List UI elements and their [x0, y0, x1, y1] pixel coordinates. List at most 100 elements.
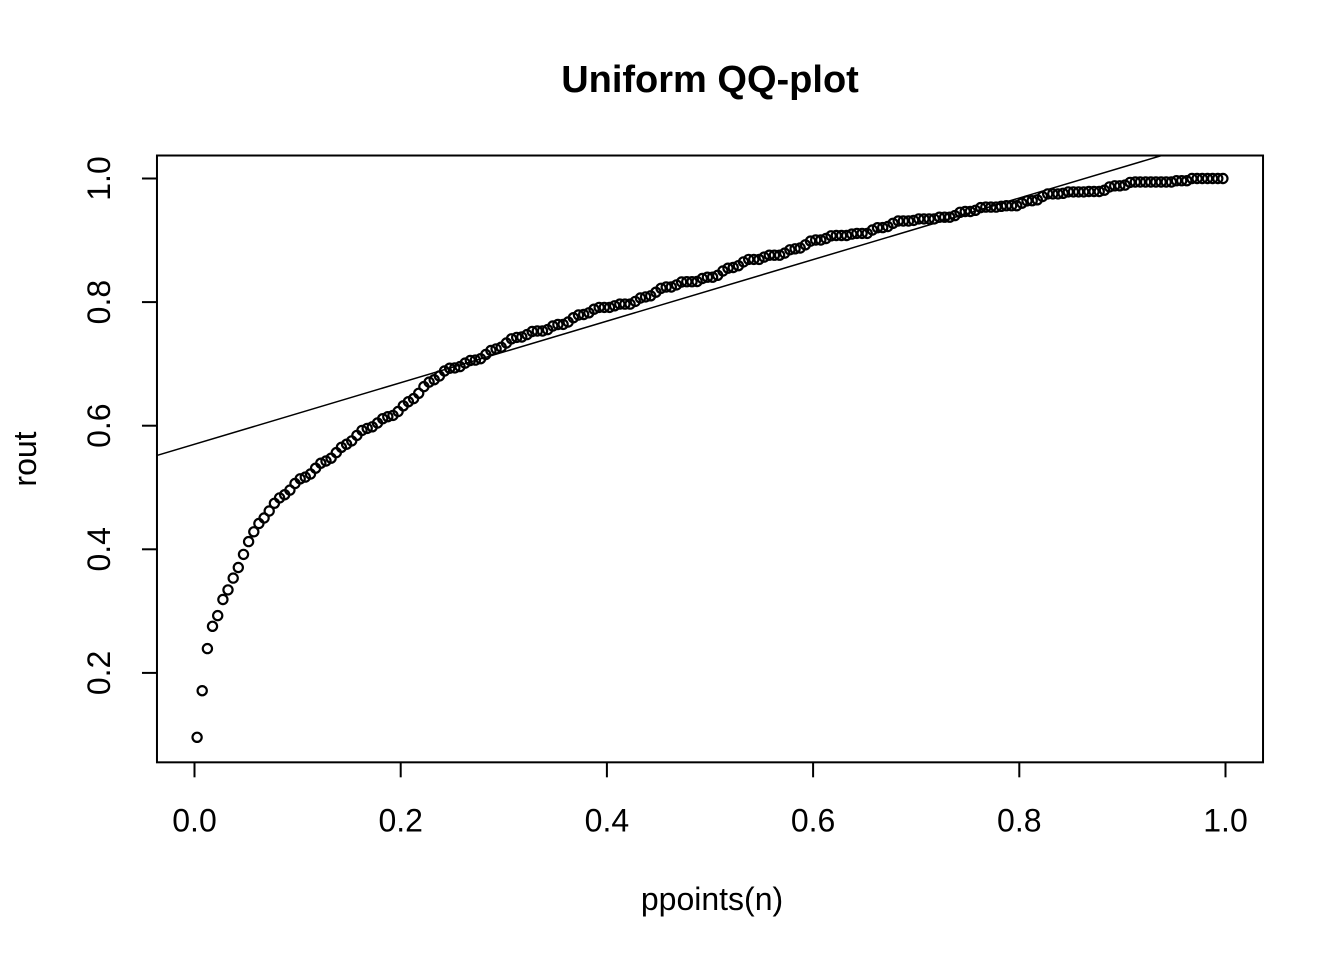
data-point	[1175, 174, 1188, 187]
data-point	[1041, 188, 1054, 200]
data-point	[315, 457, 327, 469]
x-tick-label: 1.0	[1203, 802, 1247, 838]
data-point	[660, 281, 672, 293]
data-point	[701, 271, 714, 283]
y-tick-label: 0.8	[81, 280, 117, 324]
data-point	[588, 303, 600, 315]
data-point	[985, 201, 997, 213]
data-point	[464, 354, 476, 367]
data-point	[1124, 176, 1136, 189]
data-point	[1093, 185, 1105, 198]
data-point	[1026, 194, 1038, 207]
data-point	[1186, 172, 1198, 185]
data-point	[222, 584, 234, 596]
data-point	[217, 593, 229, 606]
data-point	[578, 308, 590, 321]
data-point	[1047, 188, 1059, 200]
data-point	[1052, 188, 1064, 200]
data-point	[237, 548, 250, 561]
data-point	[789, 243, 801, 255]
data-point	[444, 362, 456, 374]
data-point	[907, 214, 920, 227]
data-point	[1134, 176, 1147, 188]
data-point	[835, 229, 848, 242]
chart-title: Uniform QQ-plot	[561, 59, 859, 101]
data-point	[196, 685, 208, 697]
y-tick-label: 0.6	[81, 403, 117, 447]
y-axis-ticks: 0.2 0.4 0.6 0.8 1.0	[81, 156, 157, 695]
data-point	[201, 642, 214, 655]
data-point	[804, 235, 817, 247]
data-point	[706, 271, 719, 283]
data-point	[768, 249, 781, 261]
data-point	[675, 276, 688, 288]
data-point	[1139, 176, 1152, 188]
data-point	[748, 253, 760, 266]
data-point	[511, 331, 523, 344]
data-point	[603, 301, 616, 314]
y-tick-label: 0.2	[81, 651, 117, 695]
data-point	[877, 221, 889, 234]
data-point	[902, 215, 915, 227]
data-point	[598, 301, 611, 314]
data-point	[1201, 172, 1214, 185]
data-point	[505, 333, 518, 345]
data-point	[825, 230, 837, 242]
data-point	[1181, 174, 1193, 187]
data-point	[547, 320, 559, 332]
data-point	[815, 234, 827, 246]
data-point	[856, 227, 868, 240]
data-point	[242, 535, 255, 548]
data-point	[248, 526, 260, 538]
data-point	[686, 276, 698, 288]
data-point	[758, 251, 770, 263]
data-point	[485, 344, 497, 357]
data-point	[263, 505, 275, 517]
data-point	[572, 309, 585, 321]
data-point	[294, 473, 306, 485]
data-point	[665, 281, 678, 293]
data-point	[722, 262, 734, 274]
data-point	[928, 213, 940, 225]
data-point	[1103, 181, 1116, 193]
data-point	[1108, 180, 1121, 192]
data-point	[727, 261, 739, 274]
data-point	[990, 201, 1002, 213]
data-point	[1160, 176, 1172, 188]
data-point	[655, 282, 667, 294]
x-tick-label: 0.2	[378, 802, 422, 838]
data-point	[964, 205, 977, 218]
data-point	[1217, 172, 1229, 185]
data-point	[526, 325, 538, 338]
data-point	[1021, 195, 1033, 207]
data-point	[552, 318, 564, 331]
data-point	[634, 292, 647, 304]
y-axis-label: rout	[7, 431, 43, 486]
data-point	[1005, 199, 1018, 212]
data-point	[840, 229, 853, 242]
plot-box	[155, 154, 1265, 764]
data-point	[469, 354, 482, 366]
data-point	[619, 298, 631, 310]
y-tick-label: 0.4	[81, 527, 117, 571]
data-point	[536, 325, 549, 337]
data-point	[923, 213, 935, 225]
data-point	[1114, 180, 1126, 192]
data-point	[938, 211, 951, 223]
data-point	[1212, 172, 1224, 185]
y-tick-label: 1.0	[81, 156, 117, 200]
data-point	[608, 300, 621, 312]
data-point	[449, 362, 461, 374]
data-point	[1155, 176, 1167, 188]
x-tick-label: 0.6	[791, 802, 835, 838]
data-point	[1165, 176, 1178, 188]
data-point	[211, 609, 224, 622]
data-point	[206, 620, 219, 633]
data-point	[784, 244, 796, 256]
x-axis-label: ppoints(n)	[641, 881, 783, 917]
x-tick-label: 0.8	[997, 802, 1041, 838]
data-point	[1088, 185, 1100, 198]
data-point	[1170, 174, 1183, 187]
